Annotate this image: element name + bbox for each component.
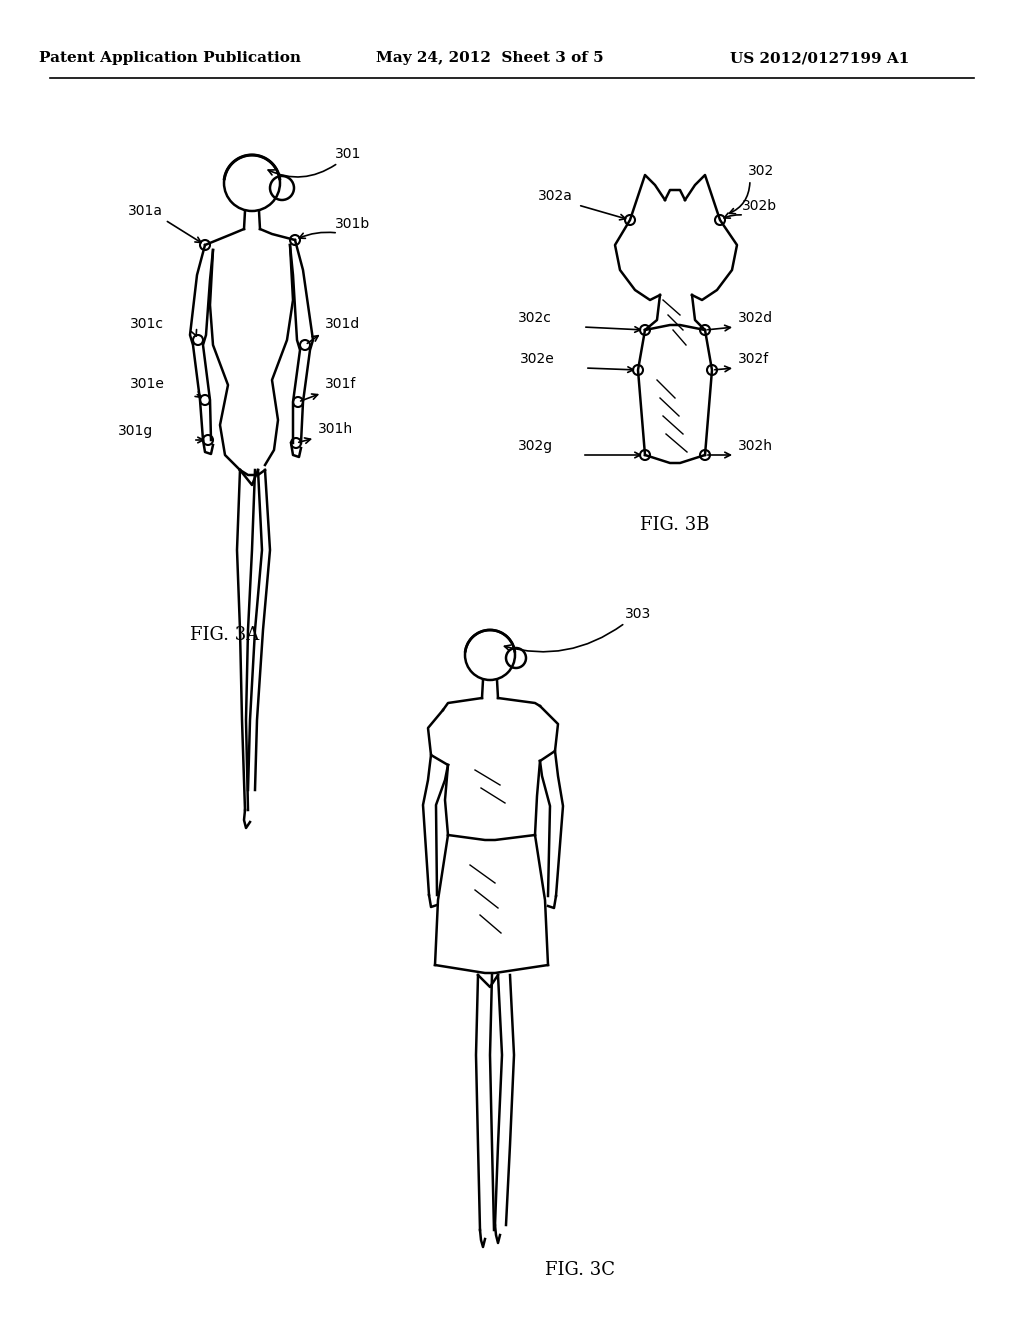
Text: 301f: 301f <box>325 378 356 391</box>
Text: 302f: 302f <box>738 352 769 366</box>
Text: 301e: 301e <box>130 378 165 391</box>
Text: 301h: 301h <box>318 422 353 436</box>
Text: FIG. 3B: FIG. 3B <box>640 516 710 535</box>
Text: FIG. 3A: FIG. 3A <box>190 626 260 644</box>
Text: 302d: 302d <box>738 312 773 325</box>
Text: 301d: 301d <box>325 317 360 331</box>
Text: 301g: 301g <box>118 424 154 438</box>
Text: 301b: 301b <box>335 216 371 231</box>
Text: Patent Application Publication: Patent Application Publication <box>39 51 301 65</box>
Text: 302a: 302a <box>538 189 572 203</box>
Text: 303: 303 <box>625 607 651 620</box>
Text: 301: 301 <box>335 147 361 161</box>
Text: 302c: 302c <box>518 312 552 325</box>
Text: 302h: 302h <box>738 440 773 453</box>
Text: FIG. 3C: FIG. 3C <box>545 1261 615 1279</box>
Text: May 24, 2012  Sheet 3 of 5: May 24, 2012 Sheet 3 of 5 <box>376 51 604 65</box>
Text: 302g: 302g <box>518 440 553 453</box>
Text: US 2012/0127199 A1: US 2012/0127199 A1 <box>730 51 909 65</box>
Text: 301c: 301c <box>130 317 164 331</box>
Text: 302: 302 <box>748 164 774 178</box>
Text: 302b: 302b <box>742 199 777 213</box>
Text: 302e: 302e <box>520 352 555 366</box>
Text: 301a: 301a <box>128 205 163 218</box>
